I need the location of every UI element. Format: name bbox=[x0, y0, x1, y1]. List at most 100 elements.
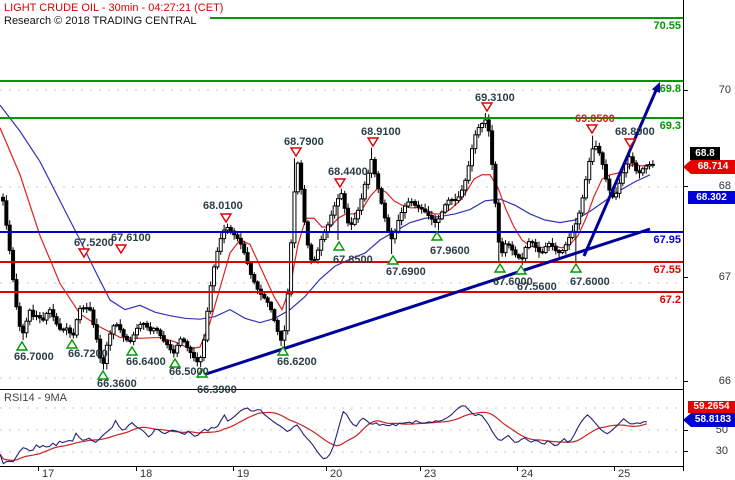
swing-low-label: 66.5000 bbox=[169, 366, 209, 378]
candle-body bbox=[275, 320, 280, 332]
swing-low-label: 66.6400 bbox=[126, 356, 166, 368]
chart-title: LIGHT CRUDE OIL - 30min - 04:27:21 (CET) bbox=[4, 2, 224, 14]
level-label-69.3: 69.3 bbox=[659, 120, 681, 132]
candle-body bbox=[322, 231, 327, 240]
candle-body bbox=[181, 338, 186, 343]
candle-body bbox=[238, 237, 243, 245]
swing-high-marker bbox=[366, 137, 380, 148]
candle-body bbox=[319, 238, 324, 251]
candle-body bbox=[81, 307, 86, 310]
chart-subtitle: Research © 2018 TRADING CENTRAL bbox=[4, 15, 197, 27]
candle-body bbox=[553, 245, 558, 252]
candle-body bbox=[54, 316, 59, 325]
candle-body bbox=[620, 172, 625, 184]
swing-low-label: 67.6900 bbox=[386, 266, 426, 278]
y-axis-label: 68 bbox=[718, 180, 731, 192]
candle-body bbox=[94, 324, 99, 340]
x-axis-tick bbox=[614, 466, 615, 471]
candle-body bbox=[426, 211, 431, 216]
main-price-chart bbox=[0, 17, 683, 380]
x-axis-label: 18 bbox=[140, 468, 153, 480]
level-label-69.8: 69.8 bbox=[659, 83, 681, 95]
candle-body bbox=[459, 189, 464, 198]
candle-body bbox=[496, 202, 501, 243]
candle-body bbox=[61, 328, 66, 331]
candle-body bbox=[34, 315, 39, 318]
trendline bbox=[199, 227, 651, 378]
y-axis-label: 70 bbox=[718, 84, 731, 96]
candle-body bbox=[342, 193, 347, 209]
swing-high-marker bbox=[219, 213, 233, 224]
swing-low-marker bbox=[168, 357, 182, 368]
swing-high-label: 67.5200 bbox=[74, 237, 114, 249]
candle-body bbox=[607, 178, 612, 191]
candle-body bbox=[403, 205, 407, 214]
candle-body bbox=[443, 204, 448, 213]
x-axis-label: 24 bbox=[521, 468, 534, 480]
price-axis-line bbox=[683, 0, 684, 471]
candle-body bbox=[470, 148, 474, 167]
candle-body bbox=[282, 330, 287, 341]
swing-low-label: 66.6200 bbox=[277, 356, 317, 368]
candle-body bbox=[265, 297, 270, 303]
swing-high-marker bbox=[333, 178, 347, 189]
rsi-indicator-chart bbox=[0, 405, 683, 465]
swing-high-marker bbox=[114, 244, 128, 255]
candle-body bbox=[640, 168, 645, 174]
candle-body bbox=[292, 191, 297, 244]
candle-body bbox=[349, 222, 354, 225]
candle-body bbox=[526, 241, 531, 248]
candle-body bbox=[14, 279, 19, 308]
candle-body bbox=[64, 327, 69, 331]
candle-body bbox=[88, 307, 93, 311]
candle-body bbox=[590, 148, 595, 162]
candle-body bbox=[413, 201, 418, 206]
candle-body bbox=[356, 209, 361, 220]
rsi-tag-current-value: 58.8183 bbox=[683, 413, 735, 427]
candle-body bbox=[185, 341, 190, 348]
candle-body bbox=[295, 162, 300, 193]
swing-high-label: 68.7900 bbox=[284, 136, 324, 148]
candle-body bbox=[567, 237, 572, 246]
candle-body bbox=[165, 340, 170, 346]
candle-body bbox=[228, 226, 233, 232]
candle-body bbox=[135, 327, 139, 336]
swing-high-marker bbox=[480, 102, 494, 113]
swing-low-marker bbox=[65, 338, 79, 349]
candle-body bbox=[141, 322, 146, 325]
candle-body bbox=[302, 188, 307, 223]
x-axis-tick bbox=[517, 466, 518, 471]
rsi-tag-ma-value: 59.2654 bbox=[688, 401, 735, 413]
candle-body bbox=[191, 352, 196, 359]
candle-body bbox=[537, 246, 541, 253]
candle-body bbox=[272, 309, 277, 322]
candle-body bbox=[513, 249, 518, 256]
swing-low-marker bbox=[195, 367, 209, 378]
candle-body bbox=[366, 172, 371, 185]
candle-body bbox=[624, 163, 629, 174]
swing-low-marker bbox=[386, 254, 400, 265]
swing-low-label: 66.3600 bbox=[97, 378, 137, 390]
candle-body bbox=[540, 251, 545, 254]
rsi-axis-label: 30 bbox=[715, 445, 728, 457]
candle-body bbox=[650, 163, 655, 166]
x-axis-tick bbox=[326, 466, 327, 471]
x-axis-label: 17 bbox=[42, 468, 55, 480]
candle-body bbox=[453, 199, 458, 202]
y-axis-tick bbox=[684, 381, 688, 382]
candle-body bbox=[309, 244, 314, 261]
candle-body bbox=[386, 217, 391, 232]
candle-body bbox=[24, 320, 29, 334]
candle-body bbox=[138, 323, 143, 329]
candle-body bbox=[262, 293, 267, 299]
x-axis-label: 25 bbox=[618, 468, 631, 480]
swing-high-label: 67.6100 bbox=[111, 232, 151, 244]
candle-body bbox=[604, 164, 608, 180]
candle-body bbox=[533, 242, 538, 248]
x-axis-label: 20 bbox=[330, 468, 343, 480]
candle-body bbox=[128, 339, 133, 343]
level-label-67.95: 67.95 bbox=[653, 234, 681, 246]
candle-body bbox=[617, 182, 622, 194]
swing-low-marker bbox=[514, 264, 528, 275]
